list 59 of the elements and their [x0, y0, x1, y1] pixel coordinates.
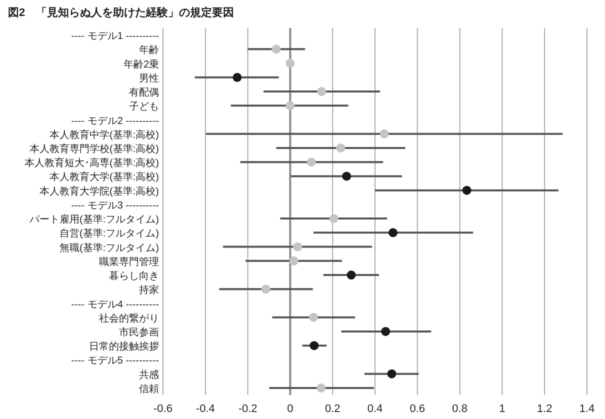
y-tick-label: ---- モデル1 ----------: [71, 31, 159, 42]
y-tick-label: 年齢2乗: [123, 58, 159, 70]
y-tick-label: 暮らし向き: [109, 270, 159, 282]
point: [317, 87, 326, 96]
y-tick-label: 年齢: [139, 44, 159, 56]
x-tick-label: -0.2: [238, 403, 258, 415]
point: [261, 284, 270, 294]
point: [310, 341, 319, 350]
point: [309, 312, 318, 322]
y-tick-label: 信頼: [139, 382, 159, 395]
y-tick-label: 本人教育大学院(基準:高校): [40, 185, 159, 198]
y-tick-label: 本人教育大学(基準:高校): [50, 171, 159, 184]
y-tick-label: 職業専門管理: [99, 256, 159, 268]
x-tick-label: -0.4: [196, 403, 215, 415]
point: [380, 129, 389, 138]
y-tick-label: 男性: [139, 72, 159, 84]
point: [272, 44, 281, 54]
x-tick-label: 0: [287, 403, 294, 415]
point: [346, 270, 356, 280]
point: [286, 58, 295, 68]
y-tick-label: 市民参画: [119, 326, 159, 338]
y-tick-label: 共感: [139, 368, 159, 381]
point: [293, 242, 302, 252]
point: [286, 101, 295, 110]
x-tick-label: 0.4: [367, 403, 383, 415]
y-tick-label: 本人教育専門学校(基準:高校): [30, 142, 159, 155]
y-tick-label: 子ども: [129, 102, 159, 113]
point: [387, 369, 396, 378]
x-tick-label: 0.6: [410, 403, 426, 415]
point: [381, 326, 390, 336]
point: [462, 186, 472, 195]
point: [306, 158, 316, 167]
point: [232, 72, 242, 82]
y-tick-label: ---- モデル4 ----------: [71, 299, 159, 310]
point: [289, 256, 298, 266]
x-tick-label: 1: [499, 403, 506, 415]
y-tick-label: 本人教育短大･高専(基準:高校): [24, 157, 159, 170]
y-tick-label: 社会的繋がり: [99, 312, 159, 324]
y-tick-label: 本人教育中学(基準:高校): [50, 128, 159, 141]
x-tick-label: 0.8: [452, 403, 468, 415]
x-tick-label: 1.4: [579, 403, 595, 415]
y-tick-label: パート雇用(基準:フルタイム): [28, 214, 159, 226]
x-tick-label: 0.2: [324, 403, 340, 415]
point: [342, 172, 352, 181]
point: [316, 383, 326, 392]
x-tick-label: 1.2: [536, 403, 552, 415]
y-tick-label: 自営(基準:フルタイム): [60, 228, 159, 240]
point: [336, 143, 346, 152]
y-tick-label: ---- モデル3 ----------: [71, 200, 159, 212]
y-tick-label: 持家: [139, 284, 159, 296]
y-tick-label: 有配偶: [129, 86, 159, 99]
chart-title: 図2 「見知らぬ人を助けた経験」の規定要因: [8, 6, 234, 19]
point: [329, 214, 338, 224]
y-tick-label: ---- モデル5 ----------: [71, 356, 159, 367]
point: [388, 228, 398, 238]
y-tick-label: ---- モデル2 ----------: [71, 116, 159, 127]
x-tick-label: -0.6: [154, 403, 172, 415]
y-tick-label: 無職(基準:フルタイム): [60, 242, 159, 254]
y-tick-label: 日常的接触挨拶: [89, 340, 159, 353]
